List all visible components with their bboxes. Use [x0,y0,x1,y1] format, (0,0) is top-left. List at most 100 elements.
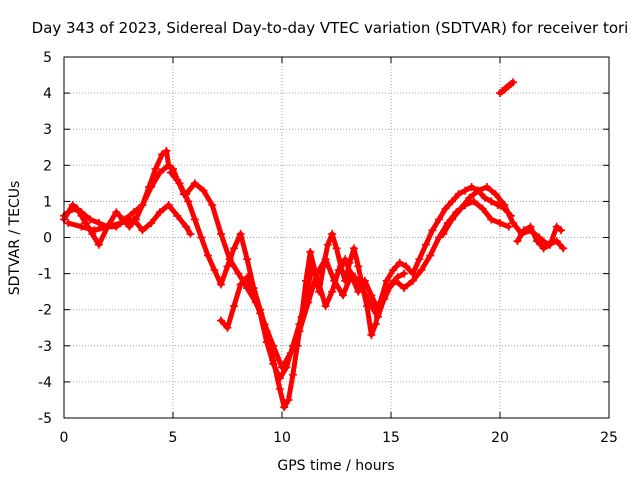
data-point [199,186,208,195]
data-point [402,262,411,271]
data-point [533,237,542,246]
data-point [275,385,284,394]
data-point [306,247,315,256]
data-point [186,229,195,238]
data-point [86,215,95,224]
data-point [94,219,103,228]
data-point [371,320,380,329]
data-point [284,395,293,404]
data-point [557,226,566,235]
series-line [61,162,187,230]
data-point [487,197,496,206]
data-point [77,222,86,231]
data-point [262,338,271,347]
data-point [155,208,164,217]
data-point [269,359,278,368]
data-point [373,312,382,321]
data-point [223,323,232,332]
data-point [421,240,430,249]
data-point [559,244,568,253]
data-point [387,280,395,289]
data-series-layer [60,78,568,412]
y-tick-label: -4 [38,375,52,391]
data-point [482,182,491,191]
data-point [129,215,138,224]
data-point [491,190,500,199]
data-point [552,222,561,231]
data-point [415,255,424,264]
data-point [428,226,437,235]
data-point [454,190,463,199]
data-point [158,150,167,159]
data-point [216,229,225,238]
data-point [474,186,483,195]
data-point [448,215,457,224]
x-tick-label: 15 [382,430,400,446]
data-point [373,305,382,314]
data-point [138,201,147,210]
data-point [480,193,489,202]
data-point [367,291,376,300]
data-point [288,341,297,350]
data-point [301,291,310,300]
x-tick-label: 5 [169,430,178,446]
axis-ticks: 0 5 10 15 20 25 -5 -4 -3 -2 -1 0 1 2 3 4 5 [38,50,618,446]
data-point [230,244,239,253]
data-point [332,244,341,253]
data-point [243,273,252,282]
data-point [315,280,324,289]
series-line [440,184,566,251]
data-point [269,341,278,350]
data-point [280,403,289,412]
data-point [249,287,258,296]
data-point [103,222,112,231]
data-point [347,273,356,282]
data-point [223,262,232,271]
data-point [513,237,522,246]
data-point [243,255,252,264]
data-point [467,182,476,191]
data-point [64,219,73,228]
data-point [439,229,448,238]
data-point [216,316,225,325]
data-point [236,280,245,289]
x-tick-label: 20 [491,430,509,446]
data-point [68,204,77,213]
data-point [129,208,138,217]
data-point [341,255,350,264]
data-point [164,201,173,210]
data-point [349,244,358,253]
grid-lines [64,57,609,418]
data-point [380,294,389,303]
data-point [519,226,528,235]
data-point [77,208,86,217]
data-point [151,164,160,173]
data-point [417,265,426,274]
y-tick-label: -1 [38,267,52,283]
y-tick-label: 5 [43,50,52,66]
data-point [469,197,478,206]
data-point [441,204,450,213]
data-point [434,215,443,224]
data-point [210,265,219,274]
x-tick-label: 25 [600,430,618,446]
data-point [182,222,191,231]
data-point [173,211,182,220]
data-point [166,168,175,177]
y-tick-label: -3 [38,339,52,355]
data-point [230,302,239,311]
data-point [162,146,171,155]
data-point [190,179,199,188]
data-point [236,229,245,238]
x-tick-label: 10 [273,430,291,446]
data-point [321,255,330,264]
data-point [197,233,206,242]
data-point [234,269,243,278]
data-point [393,273,402,282]
data-point [282,363,291,372]
data-point [509,78,518,87]
data-point [504,222,513,231]
data-point [395,258,404,267]
data-point [539,244,548,253]
data-point [147,219,156,228]
